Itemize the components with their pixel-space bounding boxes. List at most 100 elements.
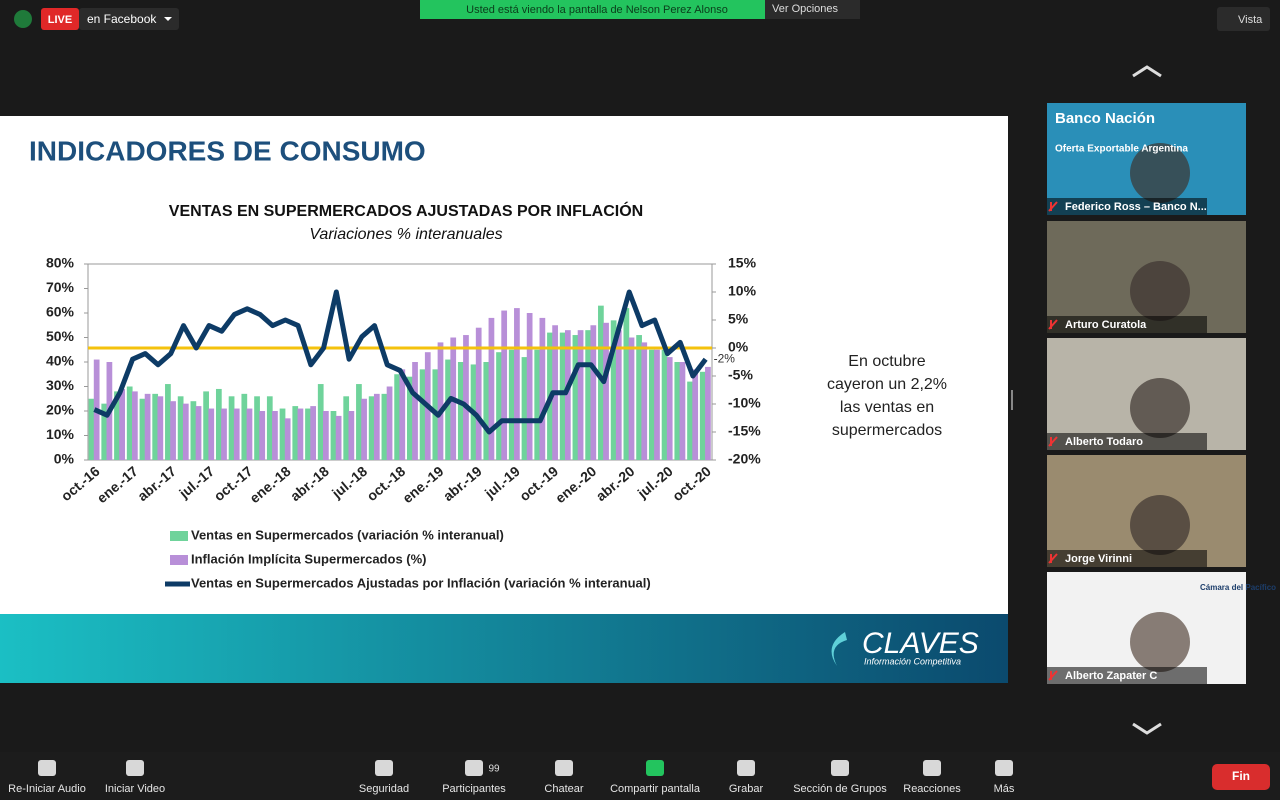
bar (636, 335, 642, 460)
bar (126, 386, 133, 460)
bar (330, 411, 337, 460)
y-tick-label: 10% (46, 426, 75, 442)
toolbar-icon[interactable] (646, 760, 664, 776)
bar (564, 330, 571, 460)
bar (381, 393, 388, 460)
end-label: Fin (1232, 769, 1250, 783)
bar (233, 408, 240, 460)
bar (215, 388, 222, 460)
toolbar-icon[interactable] (38, 760, 56, 776)
y-tick-label: 20% (46, 402, 75, 418)
legend-label: Inflación Implícita Supermercados (%) (191, 551, 427, 566)
logo-subtitle: Información Competitiva (864, 656, 961, 666)
bar (119, 388, 125, 460)
y2-tick-label: 5% (728, 311, 749, 327)
bar (615, 330, 622, 460)
legend-label: Ventas en Supermercados (variación % int… (191, 527, 504, 542)
bar (182, 403, 189, 460)
toolbar-icon[interactable] (737, 760, 755, 776)
bar (508, 349, 515, 460)
bar (534, 349, 541, 460)
legend-label: Ventas en Supermercados Ajustadas por In… (191, 575, 651, 590)
view-options-button[interactable] (765, 0, 860, 19)
toolbar-icon[interactable] (375, 760, 393, 776)
line (93, 289, 708, 435)
logo: CLAVES (862, 627, 979, 660)
toolbar-label: Seguridad (359, 783, 409, 795)
bar (228, 396, 235, 460)
name-bg (1047, 667, 1207, 684)
bar (297, 408, 304, 460)
y2-tick-label: -20% (728, 451, 761, 467)
view-label: Vista (1238, 14, 1263, 26)
person (1130, 261, 1190, 321)
bar (343, 396, 350, 460)
toolbar-icon[interactable] (923, 760, 941, 776)
y-tick-label: 40% (46, 353, 75, 369)
live-badge[interactable] (41, 8, 79, 30)
bar (407, 376, 413, 460)
bar (203, 391, 209, 460)
toolbar-label: Participantes (442, 783, 506, 795)
y2-tick-label: -5% (728, 367, 753, 383)
toolbar-icon[interactable] (995, 760, 1013, 776)
bar (514, 308, 520, 460)
scroll-down[interactable] (1132, 722, 1162, 735)
bar (221, 408, 227, 460)
slide-heading: INDICADORES DE CONSUMO (29, 135, 426, 166)
bar (144, 393, 151, 460)
view-button[interactable] (1217, 7, 1270, 31)
toolbar (0, 752, 1280, 800)
bar (666, 357, 673, 460)
bar (437, 342, 444, 460)
bar (641, 342, 648, 460)
person (1130, 495, 1190, 555)
bar (170, 401, 176, 460)
y2-tick-label: -15% (728, 423, 761, 439)
bar (101, 403, 108, 460)
toolbar-icon[interactable] (831, 760, 849, 776)
name-bg (1047, 198, 1207, 215)
scroll-up[interactable] (1132, 65, 1162, 78)
end-button[interactable] (1212, 764, 1270, 790)
bar (661, 349, 668, 460)
bar (356, 384, 362, 460)
toolbar-icon[interactable] (126, 760, 144, 776)
bar (208, 408, 215, 460)
toolbar-icon[interactable] (555, 760, 573, 776)
person (1130, 378, 1190, 438)
y2-tick-label: 0% (728, 339, 749, 355)
bar (114, 391, 120, 460)
bar (241, 393, 248, 460)
bar (157, 396, 164, 460)
bar (488, 317, 495, 460)
value-label: -2% (714, 351, 736, 365)
toolbar-icon[interactable] (465, 760, 483, 776)
stream-button[interactable] (79, 8, 179, 30)
bar (394, 374, 400, 460)
note-line: cayeron un 2,2% (827, 376, 947, 393)
bar (195, 406, 202, 460)
bar (496, 352, 502, 460)
bar (603, 322, 609, 460)
bar (259, 411, 266, 460)
toolbar-label: Sección de Grupos (793, 783, 887, 795)
bar (177, 396, 184, 460)
bar (323, 411, 329, 460)
bar (501, 310, 508, 460)
bar (165, 384, 171, 460)
security-icon[interactable] (14, 10, 32, 28)
muted-icon (1048, 553, 1058, 564)
participant-name: Arturo Curatola (1065, 319, 1147, 331)
note-line: En octubre (848, 353, 925, 370)
person (1130, 612, 1190, 672)
participant-name: Alberto Zapater C (1065, 670, 1157, 682)
bar (399, 369, 406, 460)
bar (521, 357, 528, 460)
bar (361, 398, 367, 460)
bar (623, 308, 630, 460)
bar (585, 330, 592, 460)
name-bg (1047, 316, 1207, 333)
y-tick-label: 60% (46, 304, 75, 320)
participants-count: 99 (488, 764, 500, 775)
